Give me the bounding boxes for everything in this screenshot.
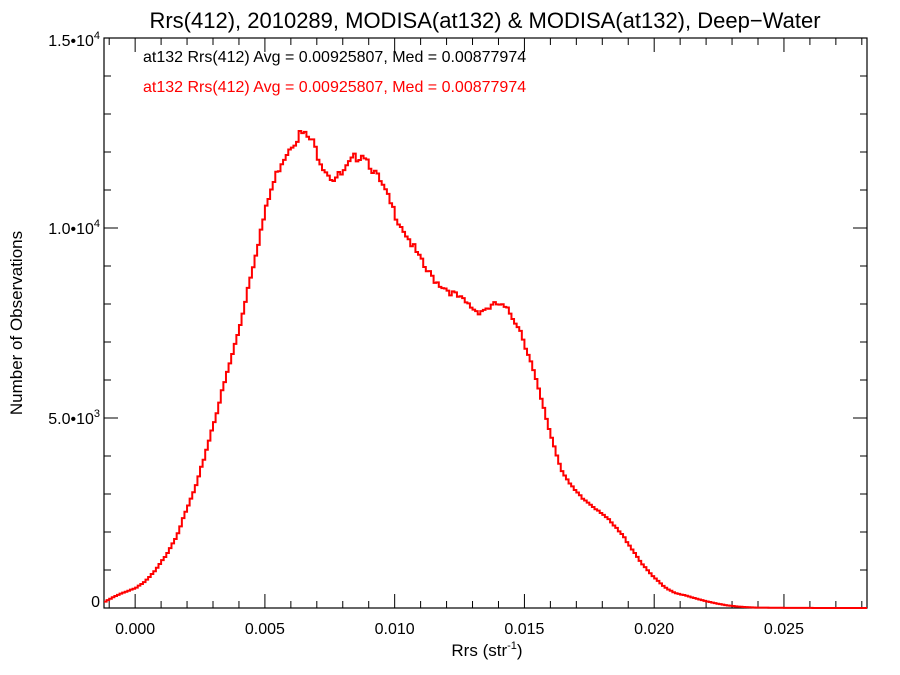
x-axis-ticks: 0.000 0.005 0.010 0.015 0.020 0.025	[108, 38, 863, 638]
x-tick-label: 0.000	[115, 621, 155, 638]
x-tick-label: 0.010	[375, 621, 415, 638]
y-axis-ticks: 0 5.0•103 1.0•104 1.5•104	[48, 30, 867, 611]
annotation-line-1: at132 Rrs(412) Avg = 0.00925807, Med = 0…	[143, 49, 526, 66]
annotation-line-2: at132 Rrs(412) Avg = 0.00925807, Med = 0…	[143, 79, 526, 96]
y-axis-label: Number of Observations	[7, 231, 26, 415]
y-tick-label: 1.5•104	[48, 30, 100, 50]
y-tick-label: 1.0•104	[48, 218, 100, 238]
histogram-series-line	[104, 130, 867, 609]
x-tick-label: 0.005	[245, 621, 285, 638]
x-tick-label: 0.020	[634, 621, 674, 638]
x-tick-label: 0.025	[764, 621, 804, 638]
x-axis-label: Rrs (str-1)	[451, 640, 522, 660]
plot-frame	[103, 37, 868, 609]
x-axis-label-sup: -1	[507, 640, 517, 652]
x-axis-label-base: Rrs (str	[451, 641, 507, 660]
x-axis-label-tail: )	[517, 641, 523, 660]
x-tick-label: 0.015	[504, 621, 544, 638]
y-tick-label: 5.0•103	[48, 408, 100, 428]
chart-title: Rrs(412), 2010289, MODISA(at132) & MODIS…	[149, 8, 820, 33]
y-tick-label: 0	[91, 594, 100, 611]
